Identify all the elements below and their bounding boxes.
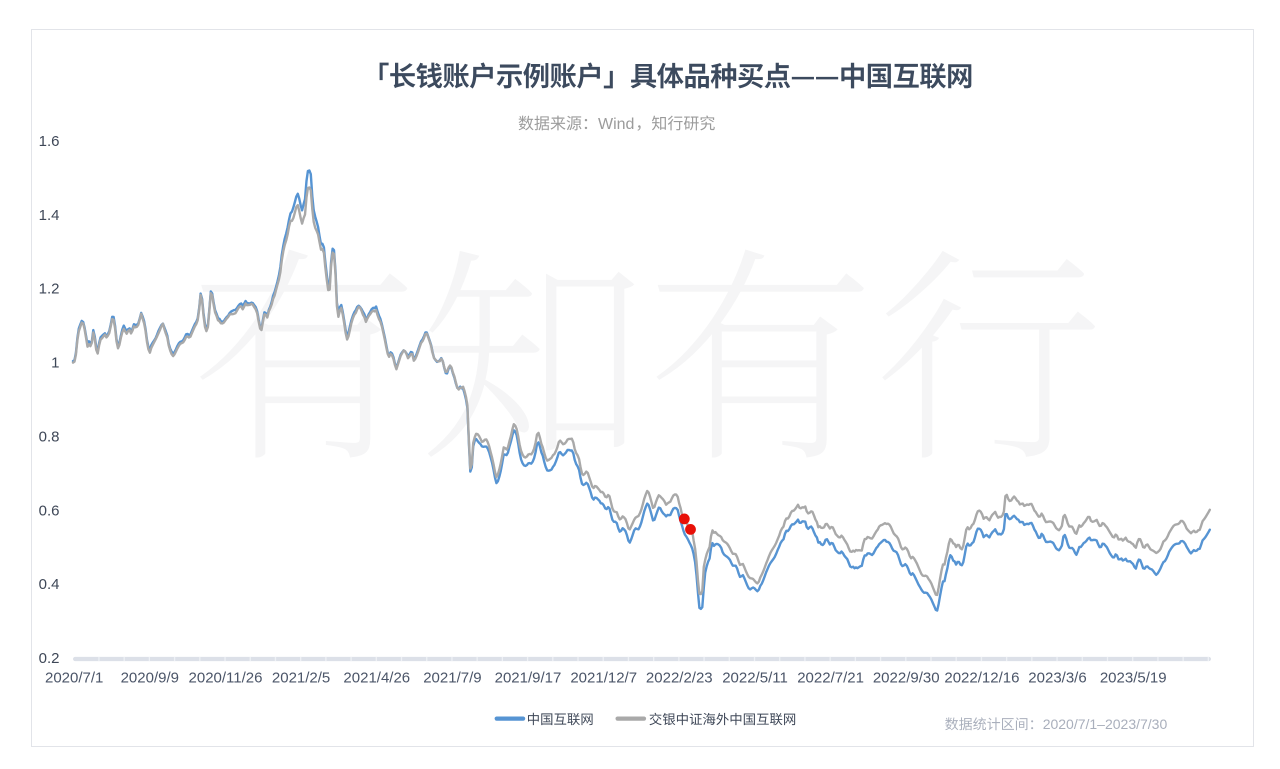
svg-text:0.6: 0.6 xyxy=(39,502,60,519)
svg-text:1.2: 1.2 xyxy=(39,281,60,298)
svg-text:2021/2/5: 2021/2/5 xyxy=(272,669,330,686)
svg-text:0.8: 0.8 xyxy=(39,428,60,445)
svg-text:2021/9/17: 2021/9/17 xyxy=(495,669,562,686)
svg-text:0.2: 0.2 xyxy=(39,650,60,667)
svg-text:2023/3/6: 2023/3/6 xyxy=(1028,669,1086,686)
svg-text:2020/11/26: 2020/11/26 xyxy=(189,669,263,686)
svg-text:1: 1 xyxy=(51,355,59,372)
svg-text:2020/9/9: 2020/9/9 xyxy=(121,669,179,686)
svg-text:2022/12/16: 2022/12/16 xyxy=(944,669,1019,686)
svg-text:1.4: 1.4 xyxy=(39,207,60,224)
svg-text:2022/7/21: 2022/7/21 xyxy=(797,669,864,686)
svg-text:2020/7/1–2023/7/30: 2020/7/1–2023/7/30 xyxy=(1043,716,1168,732)
svg-text:2021/4/26: 2021/4/26 xyxy=(343,669,410,686)
svg-text:2022/9/30: 2022/9/30 xyxy=(873,669,940,686)
svg-text:2023/5/19: 2023/5/19 xyxy=(1100,669,1167,686)
svg-text:2022/2/23: 2022/2/23 xyxy=(646,669,713,686)
svg-text:2022/5/11: 2022/5/11 xyxy=(722,669,788,686)
svg-text:1.6: 1.6 xyxy=(39,133,60,150)
svg-text:0.4: 0.4 xyxy=(39,576,60,593)
svg-text:Wind: Wind xyxy=(598,116,634,133)
svg-text:2021/7/9: 2021/7/9 xyxy=(423,669,481,686)
svg-text:2021/12/7: 2021/12/7 xyxy=(570,669,637,686)
svg-text:2020/7/1: 2020/7/1 xyxy=(45,669,103,686)
